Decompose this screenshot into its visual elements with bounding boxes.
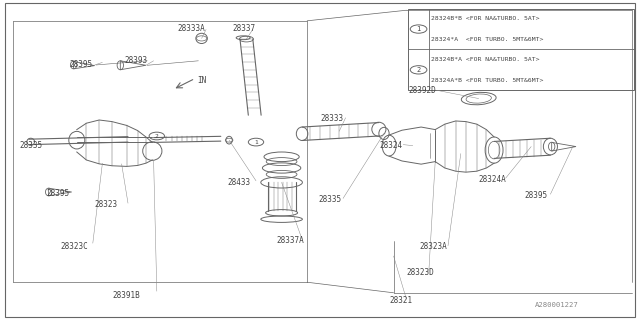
Text: 28324*A  <FOR TURBO. 5MT&6MT>: 28324*A <FOR TURBO. 5MT&6MT> [431, 37, 544, 42]
Text: 1: 1 [417, 26, 420, 32]
Bar [408, 9, 634, 90]
Text: 28395: 28395 [46, 189, 69, 198]
Text: 28324: 28324 [380, 141, 403, 150]
Text: 28433: 28433 [227, 178, 250, 187]
Text: 28393: 28393 [125, 56, 148, 65]
Text: 28323C: 28323C [61, 242, 88, 251]
Text: 2: 2 [155, 133, 159, 139]
Text: 28395: 28395 [525, 191, 548, 200]
Text: 28335: 28335 [19, 141, 42, 150]
Text: 28391B: 28391B [112, 291, 140, 300]
Text: 2: 2 [417, 67, 420, 73]
Text: 28324A: 28324A [479, 175, 506, 184]
Text: 28392D: 28392D [408, 86, 436, 95]
Text: 28321: 28321 [389, 296, 412, 305]
Text: IN: IN [197, 76, 206, 85]
Text: 28323: 28323 [95, 200, 118, 209]
Text: 28335: 28335 [319, 195, 342, 204]
Text: 28324B*B <FOR NA&TURBO. 5AT>: 28324B*B <FOR NA&TURBO. 5AT> [431, 16, 540, 21]
Text: 1: 1 [254, 140, 258, 145]
Text: A280001227: A280001227 [534, 302, 578, 308]
Text: 28324B*A <FOR NA&TURBO. 5AT>: 28324B*A <FOR NA&TURBO. 5AT> [431, 57, 540, 62]
Text: 28323A: 28323A [419, 242, 447, 251]
Text: 28323D: 28323D [406, 268, 434, 277]
Text: 28333: 28333 [320, 114, 343, 123]
Text: 28395: 28395 [69, 60, 92, 68]
Text: 28324A*B <FOR TURBO. 5MT&6MT>: 28324A*B <FOR TURBO. 5MT&6MT> [431, 77, 544, 83]
Text: 28337: 28337 [232, 24, 255, 33]
Text: 28337A: 28337A [276, 236, 304, 245]
Text: 28333A: 28333A [178, 24, 205, 33]
